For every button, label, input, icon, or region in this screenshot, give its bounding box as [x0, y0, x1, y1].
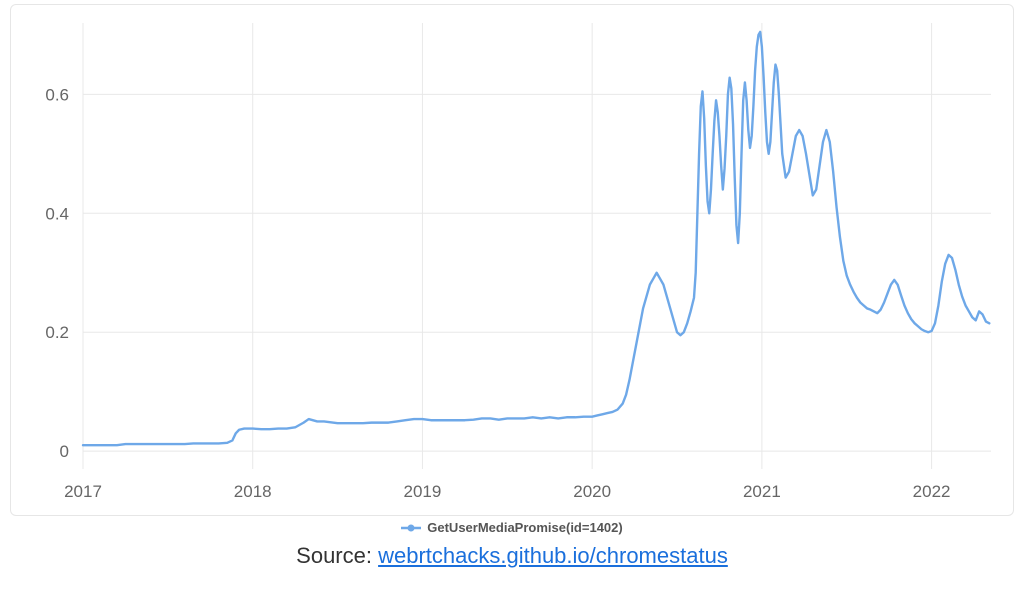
source-prefix: Source:	[296, 543, 378, 568]
y-tick-label: 0	[60, 442, 69, 461]
x-tick-label: 2019	[404, 482, 442, 501]
y-tick-label: 0.6	[45, 85, 69, 104]
line-chart-svg: 0 0.2 0.4 0.6 2017 2018 2019 2020 2021 2022	[11, 5, 1011, 517]
chart-plot-box: 0 0.2 0.4 0.6 2017 2018 2019 2020 2021 2022	[10, 4, 1014, 516]
chart-container: 0 0.2 0.4 0.6 2017 2018 2019 2020 2021 2022 GetUs…	[0, 0, 1024, 599]
x-tick-label: 2020	[573, 482, 611, 501]
x-tick-label: 2021	[743, 482, 781, 501]
source-row: Source: webrtchacks.github.io/chromestat…	[10, 543, 1014, 569]
x-tick-label: 2022	[913, 482, 951, 501]
y-tick-label: 0.4	[45, 204, 69, 223]
x-tick-label: 2018	[234, 482, 272, 501]
source-link[interactable]: webrtchacks.github.io/chromestatus	[378, 543, 728, 568]
legend-label: GetUserMediaPromise(id=1402)	[427, 520, 622, 535]
x-tick-label: 2017	[64, 482, 102, 501]
legend-marker-icon	[401, 522, 421, 534]
legend-row: GetUserMediaPromise(id=1402)	[10, 520, 1014, 535]
y-tick-label: 0.2	[45, 323, 69, 342]
